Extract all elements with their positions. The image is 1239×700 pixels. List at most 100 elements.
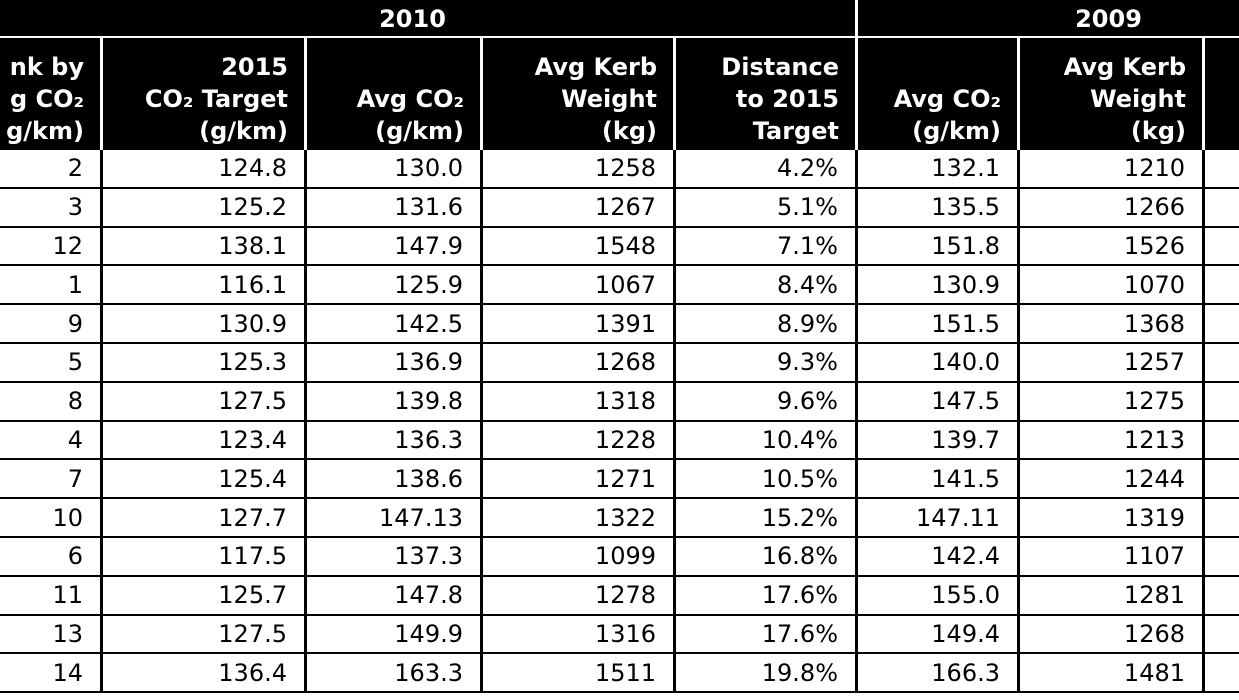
data-cell: 1268: [1020, 615, 1205, 655]
data-cell: 147.13: [307, 499, 483, 538]
header-line: Avg Kerb: [534, 53, 657, 81]
data-cell: 1267: [483, 188, 676, 228]
column-header: Avg CO₂ (g/km): [307, 38, 483, 150]
data-cell: 136.4: [103, 654, 307, 694]
data-cell: 1322: [483, 499, 676, 538]
data-cell: 131.6: [307, 188, 483, 228]
data-cell: 1257: [1020, 344, 1205, 383]
empty-cell: [1205, 460, 1239, 500]
column-header: Avg CO₂ (g/km): [858, 38, 1020, 150]
data-cell: 11: [0, 576, 103, 616]
data-cell: 125.7: [103, 576, 307, 616]
data-cell: 125.2: [103, 188, 307, 228]
data-cell: 147.11: [858, 499, 1020, 538]
data-cell: 1275: [1020, 382, 1205, 422]
data-cell: 136.3: [307, 421, 483, 461]
data-cell: 155.0: [858, 576, 1020, 616]
data-cell: 7.1%: [676, 227, 858, 267]
data-cell: 7: [0, 460, 103, 500]
data-cell: 123.4: [103, 421, 307, 461]
data-cell: 142.4: [858, 538, 1020, 577]
column-header: Distance to 2015 Target: [676, 38, 858, 150]
data-cell: 12: [0, 227, 103, 267]
data-cell: 147.9: [307, 227, 483, 267]
data-cell: 1481: [1020, 654, 1205, 694]
empty-cell: [1205, 227, 1239, 267]
empty-cell: [1205, 344, 1239, 383]
empty-cell: [1205, 305, 1239, 344]
data-cell: 139.8: [307, 382, 483, 422]
empty-cell: [1205, 499, 1239, 538]
data-cell: 1391: [483, 305, 676, 344]
data-cell: 166.3: [858, 654, 1020, 694]
data-cell: 1511: [483, 654, 676, 694]
data-cell: 1368: [1020, 305, 1205, 344]
column-header: 2015 CO₂ Target (g/km): [103, 38, 307, 150]
data-cell: 17.6%: [676, 615, 858, 655]
data-cell: 139.7: [858, 421, 1020, 461]
data-cell: 3: [0, 188, 103, 228]
empty-cell: [1205, 538, 1239, 577]
data-cell: 9: [0, 305, 103, 344]
data-cell: 163.3: [307, 654, 483, 694]
data-cell: 136.9: [307, 344, 483, 383]
data-cell: 13: [0, 615, 103, 655]
header-line: Avg CO₂: [893, 85, 1001, 113]
data-cell: 6: [0, 538, 103, 577]
data-cell: 8: [0, 382, 103, 422]
group-header: 2009: [858, 0, 1239, 38]
data-cell: 4: [0, 421, 103, 461]
column-header: Avg Kerb Weight (kg): [483, 38, 676, 150]
data-cell: 4.2%: [676, 150, 858, 189]
data-cell: 10: [0, 499, 103, 538]
data-cell: 127.5: [103, 615, 307, 655]
data-cell: 1228: [483, 421, 676, 461]
header-line: CO₂ Target: [144, 85, 288, 113]
header-line: Weight: [1090, 85, 1186, 113]
data-cell: 1526: [1020, 227, 1205, 267]
data-cell: 8.4%: [676, 266, 858, 306]
data-cell: 1268: [483, 344, 676, 383]
data-cell: 138.1: [103, 227, 307, 267]
empty-cell: [1205, 576, 1239, 616]
data-cell: 19.8%: [676, 654, 858, 694]
data-cell: 147.8: [307, 576, 483, 616]
header-line: Target: [752, 117, 839, 145]
data-cell: 2: [0, 150, 103, 189]
data-cell: 142.5: [307, 305, 483, 344]
column-header: Avg Kerb Weight (kg): [1020, 38, 1205, 150]
header-line: Weight: [561, 85, 657, 113]
empty-cell: [1205, 150, 1239, 189]
empty-cell: [1205, 615, 1239, 655]
data-cell: 149.9: [307, 615, 483, 655]
data-cell: 1316: [483, 615, 676, 655]
data-cell: 127.5: [103, 382, 307, 422]
data-cell: 138.6: [307, 460, 483, 500]
data-cell: 1067: [483, 266, 676, 306]
data-cell: 14: [0, 654, 103, 694]
header-line: g CO₂: [9, 85, 84, 113]
header-line: g/km): [6, 117, 84, 145]
data-cell: 5: [0, 344, 103, 383]
data-cell: 151.8: [858, 227, 1020, 267]
data-cell: 1213: [1020, 421, 1205, 461]
data-cell: 1070: [1020, 266, 1205, 306]
data-cell: 132.1: [858, 150, 1020, 189]
header-line: (g/km): [375, 117, 464, 145]
data-cell: 1210: [1020, 150, 1205, 189]
data-cell: 151.5: [858, 305, 1020, 344]
header-line: (kg): [601, 117, 657, 145]
data-cell: 135.5: [858, 188, 1020, 228]
empty-cell: [1205, 266, 1239, 306]
data-cell: 15.2%: [676, 499, 858, 538]
data-cell: 1107: [1020, 538, 1205, 577]
empty-cell: [1205, 188, 1239, 228]
data-cell: 10.5%: [676, 460, 858, 500]
data-cell: 125.3: [103, 344, 307, 383]
data-cell: 1266: [1020, 188, 1205, 228]
data-cell: 130.0: [307, 150, 483, 189]
data-cell: 1548: [483, 227, 676, 267]
empty-cell: [1205, 421, 1239, 461]
data-cell: 1281: [1020, 576, 1205, 616]
